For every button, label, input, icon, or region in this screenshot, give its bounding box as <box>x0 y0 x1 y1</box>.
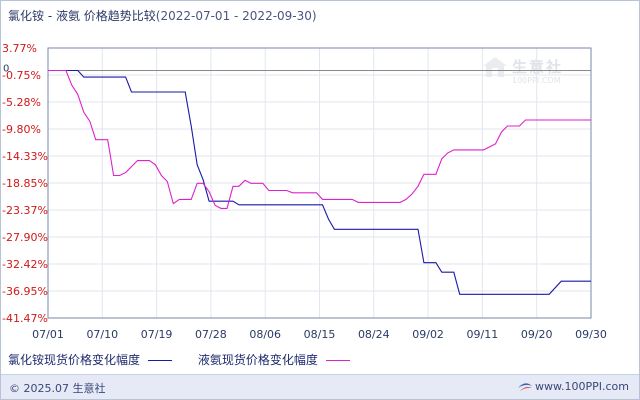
footer-site-text: www.100PPI.com <box>535 380 629 393</box>
y-tick-label: -32.42% <box>2 258 48 271</box>
legend-swatch-series-1 <box>148 360 173 361</box>
y-tick-label: -18.85% <box>2 177 48 190</box>
y-tick-label: -27.90% <box>2 231 48 244</box>
footer-copyright: © 2025.07 生意社 <box>9 382 106 395</box>
x-tick-label: 09/20 <box>521 328 553 341</box>
x-tick-label: 07/10 <box>86 328 118 341</box>
chart-title-main: 氯化铵 - 液氨 价格趋势比较 <box>8 9 156 23</box>
x-tick-label: 09/30 <box>575 328 607 341</box>
site-logo-icon <box>518 383 533 391</box>
y-tick-label: -9.80% <box>2 123 41 136</box>
axis-layer <box>47 47 592 319</box>
legend-item-series-2: 液氨现货价格变化幅度 <box>198 351 350 368</box>
y-tick-label: -41.47% <box>2 312 48 325</box>
y-tick-label: 3.77% <box>2 42 37 55</box>
tick-label-layer: 3.77% -0.75% -5.28% -9.80% -14.33% -18.85% -23… <box>2 42 607 341</box>
chart-title: 氯化铵 - 液氨 价格趋势比较(2022-07-01 - 2022-09-30) <box>8 7 317 24</box>
x-tick-label: 07/01 <box>32 328 64 341</box>
y-tick-label: -0.75% <box>2 69 41 82</box>
series-layer <box>48 69 591 295</box>
y-tick-label: -23.37% <box>2 204 48 217</box>
series-line-2 <box>48 69 591 209</box>
plot-area-border <box>47 47 592 319</box>
legend-swatch-series-2 <box>325 360 350 361</box>
x-tick-label: 09/02 <box>412 328 444 341</box>
grid-layer <box>47 47 592 319</box>
footer-site-link[interactable]: www.100PPI.com <box>518 380 629 393</box>
footer-bar: © 2025.07 生意社 www.100PPI.com <box>1 374 639 399</box>
y-tick-label: -14.33% <box>2 150 48 163</box>
y-tick-label: -36.95% <box>2 285 48 298</box>
legend-item-series-1: 氯化铵现货价格变化幅度 <box>8 351 173 368</box>
x-tick-label: 07/19 <box>141 328 173 341</box>
x-tick-label: 08/15 <box>304 328 336 341</box>
zero-tick-label: 0 <box>3 64 9 75</box>
y-tick-label: -5.28% <box>2 96 41 109</box>
watermark-house-icon <box>483 57 507 77</box>
legend-label-series-2: 液氨现货价格变化幅度 <box>197 353 318 367</box>
x-tick-label: 08/06 <box>249 328 281 341</box>
x-tick-label: 08/24 <box>358 328 390 341</box>
x-tick-label: 09/11 <box>467 328 499 341</box>
x-tick-label: 07/28 <box>195 328 227 341</box>
series-line-1 <box>48 69 591 295</box>
legend-label-series-1: 氯化铵现货价格变化幅度 <box>8 353 141 367</box>
chart-title-date-range: (2022-07-01 - 2022-09-30) <box>155 9 317 23</box>
chart-legend: 氯化铵现货价格变化幅度 液氨现货价格变化幅度 <box>8 351 372 368</box>
